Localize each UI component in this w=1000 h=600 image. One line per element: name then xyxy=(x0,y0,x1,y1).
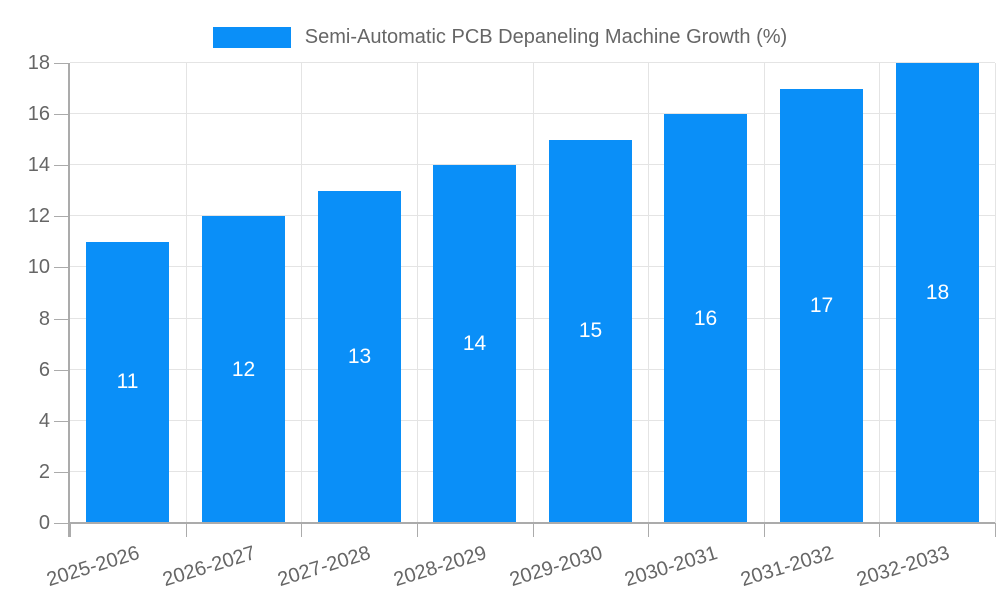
bar-value-label: 13 xyxy=(347,344,372,368)
bar-2030-2031[interactable]: 16 xyxy=(664,114,747,523)
x-axis-label: 2031-2032 xyxy=(738,542,836,592)
y-axis-tick xyxy=(54,420,70,422)
chart-legend[interactable]: Semi-Automatic PCB Depaneling Machine Gr… xyxy=(0,25,1000,49)
bar-value-label: 18 xyxy=(925,281,950,304)
x-axis-label: 2025-2026 xyxy=(44,542,143,592)
x-gridline xyxy=(532,63,534,523)
y-axis-tick xyxy=(54,216,70,218)
x-gridline xyxy=(763,63,765,523)
bar-2025-2026[interactable]: 11 xyxy=(86,241,169,523)
x-gridline xyxy=(995,63,996,523)
x-axis-tick xyxy=(879,523,881,537)
bar-value-label: 11 xyxy=(116,370,139,394)
x-axis-label: 2029-2030 xyxy=(506,542,605,592)
y-axis-tick xyxy=(54,318,70,320)
y-axis-tick xyxy=(54,63,70,64)
x-axis-label: 2032-2033 xyxy=(853,542,952,592)
x-axis-label: 2026-2027 xyxy=(159,542,258,592)
y-axis-tick xyxy=(54,369,70,371)
x-axis-label: 2030-2031 xyxy=(622,542,721,592)
x-axis-tick xyxy=(763,523,765,537)
y-gridline xyxy=(70,62,995,63)
x-axis-tick xyxy=(416,523,418,537)
y-axis-tick xyxy=(54,165,70,167)
bar-value-label: 14 xyxy=(462,332,487,356)
x-axis-tick xyxy=(532,523,534,537)
x-axis-tick xyxy=(301,523,303,537)
y-axis-label: 2 xyxy=(38,460,50,483)
y-axis-label: 0 xyxy=(38,512,50,534)
bar-value-label: 15 xyxy=(578,319,603,343)
x-axis-tick xyxy=(648,523,650,537)
bar-2032-2033[interactable]: 18 xyxy=(896,63,979,523)
x-axis-tick xyxy=(995,523,996,537)
x-axis-label: 2027-2028 xyxy=(275,542,374,592)
y-axis-label: 8 xyxy=(38,307,50,330)
y-axis-label: 18 xyxy=(27,52,50,74)
y-axis-label: 6 xyxy=(38,358,50,381)
y-axis-tick xyxy=(54,523,70,524)
x-gridline xyxy=(648,63,650,523)
bar-2027-2028[interactable]: 13 xyxy=(318,190,401,523)
legend-label: Semi-Automatic PCB Depaneling Machine Gr… xyxy=(304,25,788,48)
y-axis-tick xyxy=(54,471,70,473)
legend-color-swatch xyxy=(212,26,291,48)
x-gridline xyxy=(416,63,418,523)
bar-value-label: 17 xyxy=(809,293,834,317)
bar-2026-2027[interactable]: 12 xyxy=(202,216,285,523)
x-axis-tick xyxy=(70,523,71,537)
bar-value-label: 16 xyxy=(693,306,718,330)
x-gridline xyxy=(301,63,303,523)
bar-2031-2032[interactable]: 17 xyxy=(780,88,863,523)
x-gridline xyxy=(185,63,187,523)
y-axis-tick xyxy=(54,114,70,116)
x-axis-tick xyxy=(185,523,187,537)
y-axis-label: 16 xyxy=(27,103,50,126)
y-axis-line xyxy=(68,63,70,537)
y-axis-label: 14 xyxy=(27,154,50,177)
bar-value-label: 12 xyxy=(231,357,256,381)
y-axis-label: 4 xyxy=(38,409,50,432)
y-axis-label: 10 xyxy=(27,256,50,279)
x-gridline xyxy=(879,63,881,523)
y-axis-label: 12 xyxy=(27,205,50,228)
x-axis-line xyxy=(68,522,995,524)
x-axis-label: 2028-2029 xyxy=(391,542,490,592)
y-axis-tick xyxy=(54,267,70,269)
bar-2028-2029[interactable]: 14 xyxy=(433,165,516,523)
bar-2029-2030[interactable]: 15 xyxy=(549,139,632,523)
